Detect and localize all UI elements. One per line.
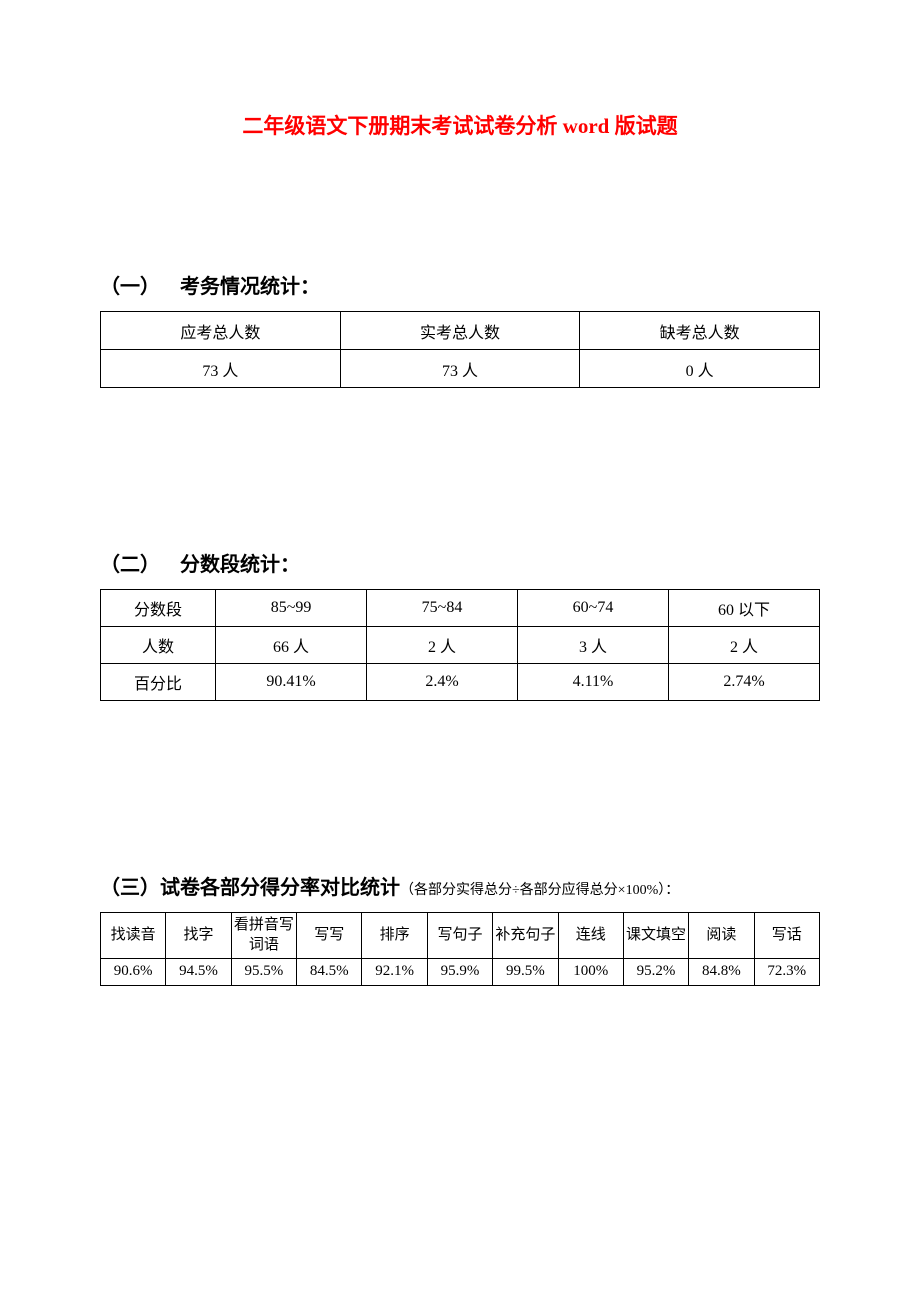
table-row: 73 人 73 人 0 人	[101, 350, 820, 388]
col-header: 60~74	[518, 590, 669, 627]
col-header: 写句子	[427, 913, 492, 959]
table-row: 百分比 90.41% 2.4% 4.11% 2.74%	[101, 664, 820, 701]
col-header: 找读音	[101, 913, 166, 959]
attendance-table: 应考总人数 实考总人数 缺考总人数 73 人 73 人 0 人	[100, 311, 820, 388]
col-header: 应考总人数	[101, 312, 341, 350]
cell: 2.74%	[668, 664, 819, 701]
document-title: 二年级语文下册期末考试试卷分析 word 版试题	[100, 110, 820, 140]
section-3-heading: （三）试卷各部分得分率对比统计（各部分实得总分÷各部分应得总分×100%）：	[100, 871, 820, 900]
col-header: 实考总人数	[340, 312, 580, 350]
col-header: 写写	[297, 913, 362, 959]
cell: 84.8%	[689, 959, 754, 986]
cell: 100%	[558, 959, 623, 986]
cell: 72.3%	[754, 959, 819, 986]
col-header: 找字	[166, 913, 231, 959]
cell: 95.9%	[427, 959, 492, 986]
cell: 73 人	[340, 350, 580, 388]
cell: 99.5%	[493, 959, 558, 986]
section-1-heading: （一） 考务情况统计：	[100, 270, 820, 299]
row-label: 分数段	[101, 590, 216, 627]
cell: 90.41%	[216, 664, 367, 701]
cell: 2.4%	[367, 664, 518, 701]
section-3-num: （三）	[100, 877, 160, 899]
section-3: （三）试卷各部分得分率对比统计（各部分实得总分÷各部分应得总分×100%）： 找…	[100, 871, 820, 986]
table-row: 应考总人数 实考总人数 缺考总人数	[101, 312, 820, 350]
col-header: 课文填空	[623, 913, 688, 959]
cell: 4.11%	[518, 664, 669, 701]
col-header: 75~84	[367, 590, 518, 627]
cell: 3 人	[518, 627, 669, 664]
col-header: 排序	[362, 913, 427, 959]
row-label: 百分比	[101, 664, 216, 701]
cell: 95.2%	[623, 959, 688, 986]
section-2-heading: （二） 分数段统计：	[100, 548, 820, 577]
row-label: 人数	[101, 627, 216, 664]
col-header: 看拼音写词语	[231, 913, 296, 959]
cell: 95.5%	[231, 959, 296, 986]
col-header: 连线	[558, 913, 623, 959]
col-header: 写话	[754, 913, 819, 959]
col-header: 补充句子	[493, 913, 558, 959]
section-1-text: 考务情况统计：	[180, 276, 320, 298]
cell: 73 人	[101, 350, 341, 388]
score-rate-table: 找读音 找字 看拼音写词语 写写 排序 写句子 补充句子 连线 课文填空 阅读 …	[100, 912, 820, 986]
section-1-num: （一）	[100, 270, 160, 299]
table-row: 分数段 85~99 75~84 60~74 60 以下	[101, 590, 820, 627]
cell: 92.1%	[362, 959, 427, 986]
cell: 84.5%	[297, 959, 362, 986]
section-2: （二） 分数段统计： 分数段 85~99 75~84 60~74 60 以下 人数…	[100, 548, 820, 701]
cell: 90.6%	[101, 959, 166, 986]
section-2-text: 分数段统计：	[180, 554, 300, 576]
col-header: 阅读	[689, 913, 754, 959]
table-row: 人数 66 人 2 人 3 人 2 人	[101, 627, 820, 664]
section-3-text: 试卷各部分得分率对比统计	[160, 877, 400, 899]
cell: 66 人	[216, 627, 367, 664]
cell: 2 人	[367, 627, 518, 664]
table-row: 找读音 找字 看拼音写词语 写写 排序 写句子 补充句子 连线 课文填空 阅读 …	[101, 913, 820, 959]
cell: 2 人	[668, 627, 819, 664]
table-row: 90.6% 94.5% 95.5% 84.5% 92.1% 95.9% 99.5…	[101, 959, 820, 986]
col-header: 85~99	[216, 590, 367, 627]
section-2-num: （二）	[100, 548, 160, 577]
cell: 0 人	[580, 350, 820, 388]
col-header: 缺考总人数	[580, 312, 820, 350]
section-3-note: （各部分实得总分÷各部分应得总分×100%）：	[400, 883, 679, 898]
score-range-table: 分数段 85~99 75~84 60~74 60 以下 人数 66 人 2 人 …	[100, 589, 820, 701]
section-1: （一） 考务情况统计： 应考总人数 实考总人数 缺考总人数 73 人 73 人 0…	[100, 270, 820, 388]
col-header: 60 以下	[668, 590, 819, 627]
cell: 94.5%	[166, 959, 231, 986]
